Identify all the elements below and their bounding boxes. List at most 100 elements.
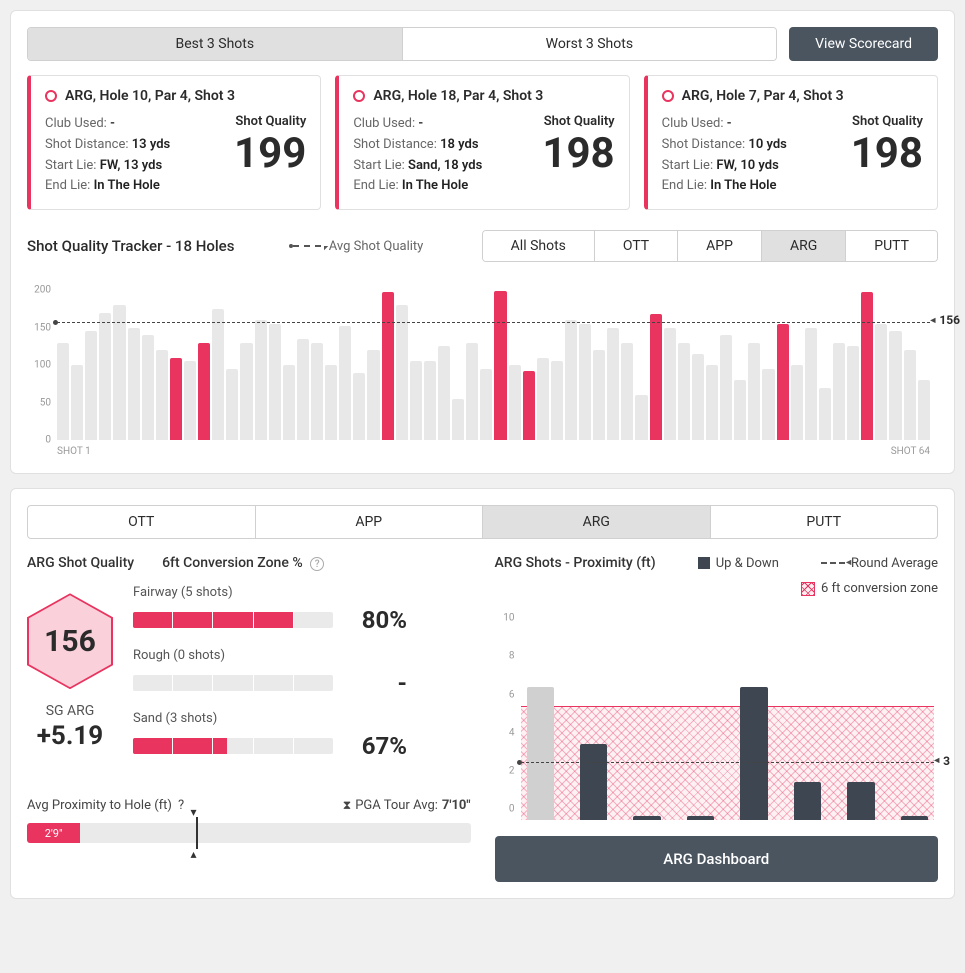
chart-bar[interactable] xyxy=(579,324,591,440)
conversion-column: Fairway (5 shots) 80% Rough (0 shots) - … xyxy=(133,585,471,774)
chart-bar[interactable] xyxy=(382,292,394,441)
view-scorecard-button[interactable]: View Scorecard xyxy=(789,27,938,61)
filter-tab-all-shots[interactable]: All Shots xyxy=(483,231,595,261)
chart-bar[interactable] xyxy=(777,324,789,440)
tab-worst-shots[interactable]: Worst 3 Shots xyxy=(403,28,777,60)
chart-bar[interactable] xyxy=(198,343,210,441)
category-tab-arg[interactable]: ARG xyxy=(483,506,711,538)
prox-avg-line: 3 xyxy=(521,762,935,763)
chart-bar[interactable] xyxy=(283,365,295,440)
chart-bar[interactable] xyxy=(762,369,774,440)
chart-bar[interactable] xyxy=(226,369,238,440)
chart-bar[interactable] xyxy=(720,335,732,440)
chart-bar[interactable] xyxy=(255,320,267,440)
chart-bar[interactable] xyxy=(128,328,140,441)
chart-bar[interactable] xyxy=(212,309,224,440)
chart-bar[interactable] xyxy=(805,328,817,441)
chart-bar[interactable] xyxy=(57,343,69,441)
chart-bar[interactable] xyxy=(593,350,605,440)
shot-card[interactable]: ARG, Hole 10, Par 4, Shot 3 Club Used: -… xyxy=(27,75,321,210)
filter-tab-putt[interactable]: PUTT xyxy=(846,231,937,261)
proximity-bar[interactable] xyxy=(794,782,821,820)
chart-bar[interactable] xyxy=(875,324,887,440)
proximity-fill: 2'9" xyxy=(27,823,80,843)
proximity-bar[interactable] xyxy=(633,816,660,820)
help-icon[interactable]: ? xyxy=(310,557,324,571)
shot-title: ARG, Hole 7, Par 4, Shot 3 xyxy=(682,88,844,104)
chart-bar[interactable] xyxy=(424,361,436,440)
avg-legend-label: Avg Shot Quality xyxy=(329,239,424,254)
chart-bar[interactable] xyxy=(452,399,464,440)
chart-bar[interactable] xyxy=(819,388,831,441)
chart-bar[interactable] xyxy=(664,328,676,441)
category-tab-ott[interactable]: OTT xyxy=(28,506,256,538)
prox-chart-header: ARG Shots - Proximity (ft) Up & Down Rou… xyxy=(495,555,939,596)
chart-bar[interactable] xyxy=(339,326,351,440)
chart-bar[interactable] xyxy=(480,369,492,440)
tab-best-shots[interactable]: Best 3 Shots xyxy=(28,28,403,60)
chart-bar[interactable] xyxy=(551,361,563,440)
shot-card[interactable]: ARG, Hole 18, Par 4, Shot 3 Club Used: -… xyxy=(335,75,629,210)
chart-bar[interactable] xyxy=(71,365,83,440)
chart-bar[interactable] xyxy=(607,328,619,441)
category-tab-putt[interactable]: PUTT xyxy=(711,506,938,538)
chart-bar[interactable] xyxy=(523,371,535,440)
chart-bar[interactable] xyxy=(297,339,309,440)
shot-card[interactable]: ARG, Hole 7, Par 4, Shot 3 Club Used: - … xyxy=(644,75,938,210)
help-icon[interactable]: ? xyxy=(178,798,184,813)
proximity-bar[interactable] xyxy=(740,687,767,821)
chart-bar[interactable] xyxy=(184,361,196,440)
chart-bar[interactable] xyxy=(678,343,690,441)
pga-marker xyxy=(196,817,198,849)
chart-bar[interactable] xyxy=(918,380,930,440)
chart-bar[interactable] xyxy=(847,346,859,440)
category-tab-app[interactable]: APP xyxy=(256,506,484,538)
proximity-bar[interactable] xyxy=(901,816,928,820)
chart-bar[interactable] xyxy=(396,305,408,440)
prox-chart-title: ARG Shots - Proximity (ft) xyxy=(495,555,656,571)
chart-bar[interactable] xyxy=(325,365,337,440)
chart-bar[interactable] xyxy=(269,324,281,440)
chart-bar[interactable] xyxy=(706,365,718,440)
filter-tabs: All ShotsOTTAPPARGPUTT xyxy=(482,230,938,262)
conv-pct: - xyxy=(351,669,407,697)
chart-bar[interactable] xyxy=(438,346,450,440)
arg-dashboard-button[interactable]: ARG Dashboard xyxy=(495,836,939,882)
chart-bar[interactable] xyxy=(367,350,379,440)
chart-bar[interactable] xyxy=(621,343,633,441)
chart-bar[interactable] xyxy=(861,292,873,441)
chart-bar[interactable] xyxy=(734,380,746,440)
filter-tab-ott[interactable]: OTT xyxy=(595,231,678,261)
chart-bar[interactable] xyxy=(353,373,365,441)
chart-bar[interactable] xyxy=(240,343,252,441)
chart-bar[interactable] xyxy=(509,365,521,440)
chart-bar[interactable] xyxy=(889,331,901,440)
chart-bar[interactable] xyxy=(113,305,125,440)
filter-tab-app[interactable]: APP xyxy=(678,231,762,261)
filter-tab-arg[interactable]: ARG xyxy=(762,231,846,261)
chart-bar[interactable] xyxy=(565,320,577,440)
chart-bar[interactable] xyxy=(99,313,111,441)
proximity-bar[interactable] xyxy=(847,782,874,820)
proximity-bar[interactable] xyxy=(580,744,607,820)
chart-bar[interactable] xyxy=(537,358,549,441)
proximity-bar[interactable] xyxy=(527,687,554,821)
proximity-bar[interactable] xyxy=(687,816,714,820)
chart-bar[interactable] xyxy=(692,354,704,440)
chart-bar[interactable] xyxy=(142,335,154,440)
chart-bar[interactable] xyxy=(85,331,97,440)
tracker-chart: 050100150200 156 SHOT 1 SHOT 64 xyxy=(27,270,938,457)
chart-bar[interactable] xyxy=(833,343,845,441)
chart-bar[interactable] xyxy=(635,395,647,440)
chart-bar[interactable] xyxy=(311,343,323,441)
chart-bar[interactable] xyxy=(748,343,760,441)
conversion-row: Fairway (5 shots) 80% xyxy=(133,585,471,634)
chart-bar[interactable] xyxy=(410,361,422,440)
chart-bar[interactable] xyxy=(650,314,662,440)
chart-bar[interactable] xyxy=(170,358,182,441)
chart-bar[interactable] xyxy=(466,343,478,441)
chart-bar[interactable] xyxy=(494,291,506,440)
chart-bar[interactable] xyxy=(904,350,916,440)
chart-bar[interactable] xyxy=(156,350,168,440)
chart-bar[interactable] xyxy=(791,365,803,440)
